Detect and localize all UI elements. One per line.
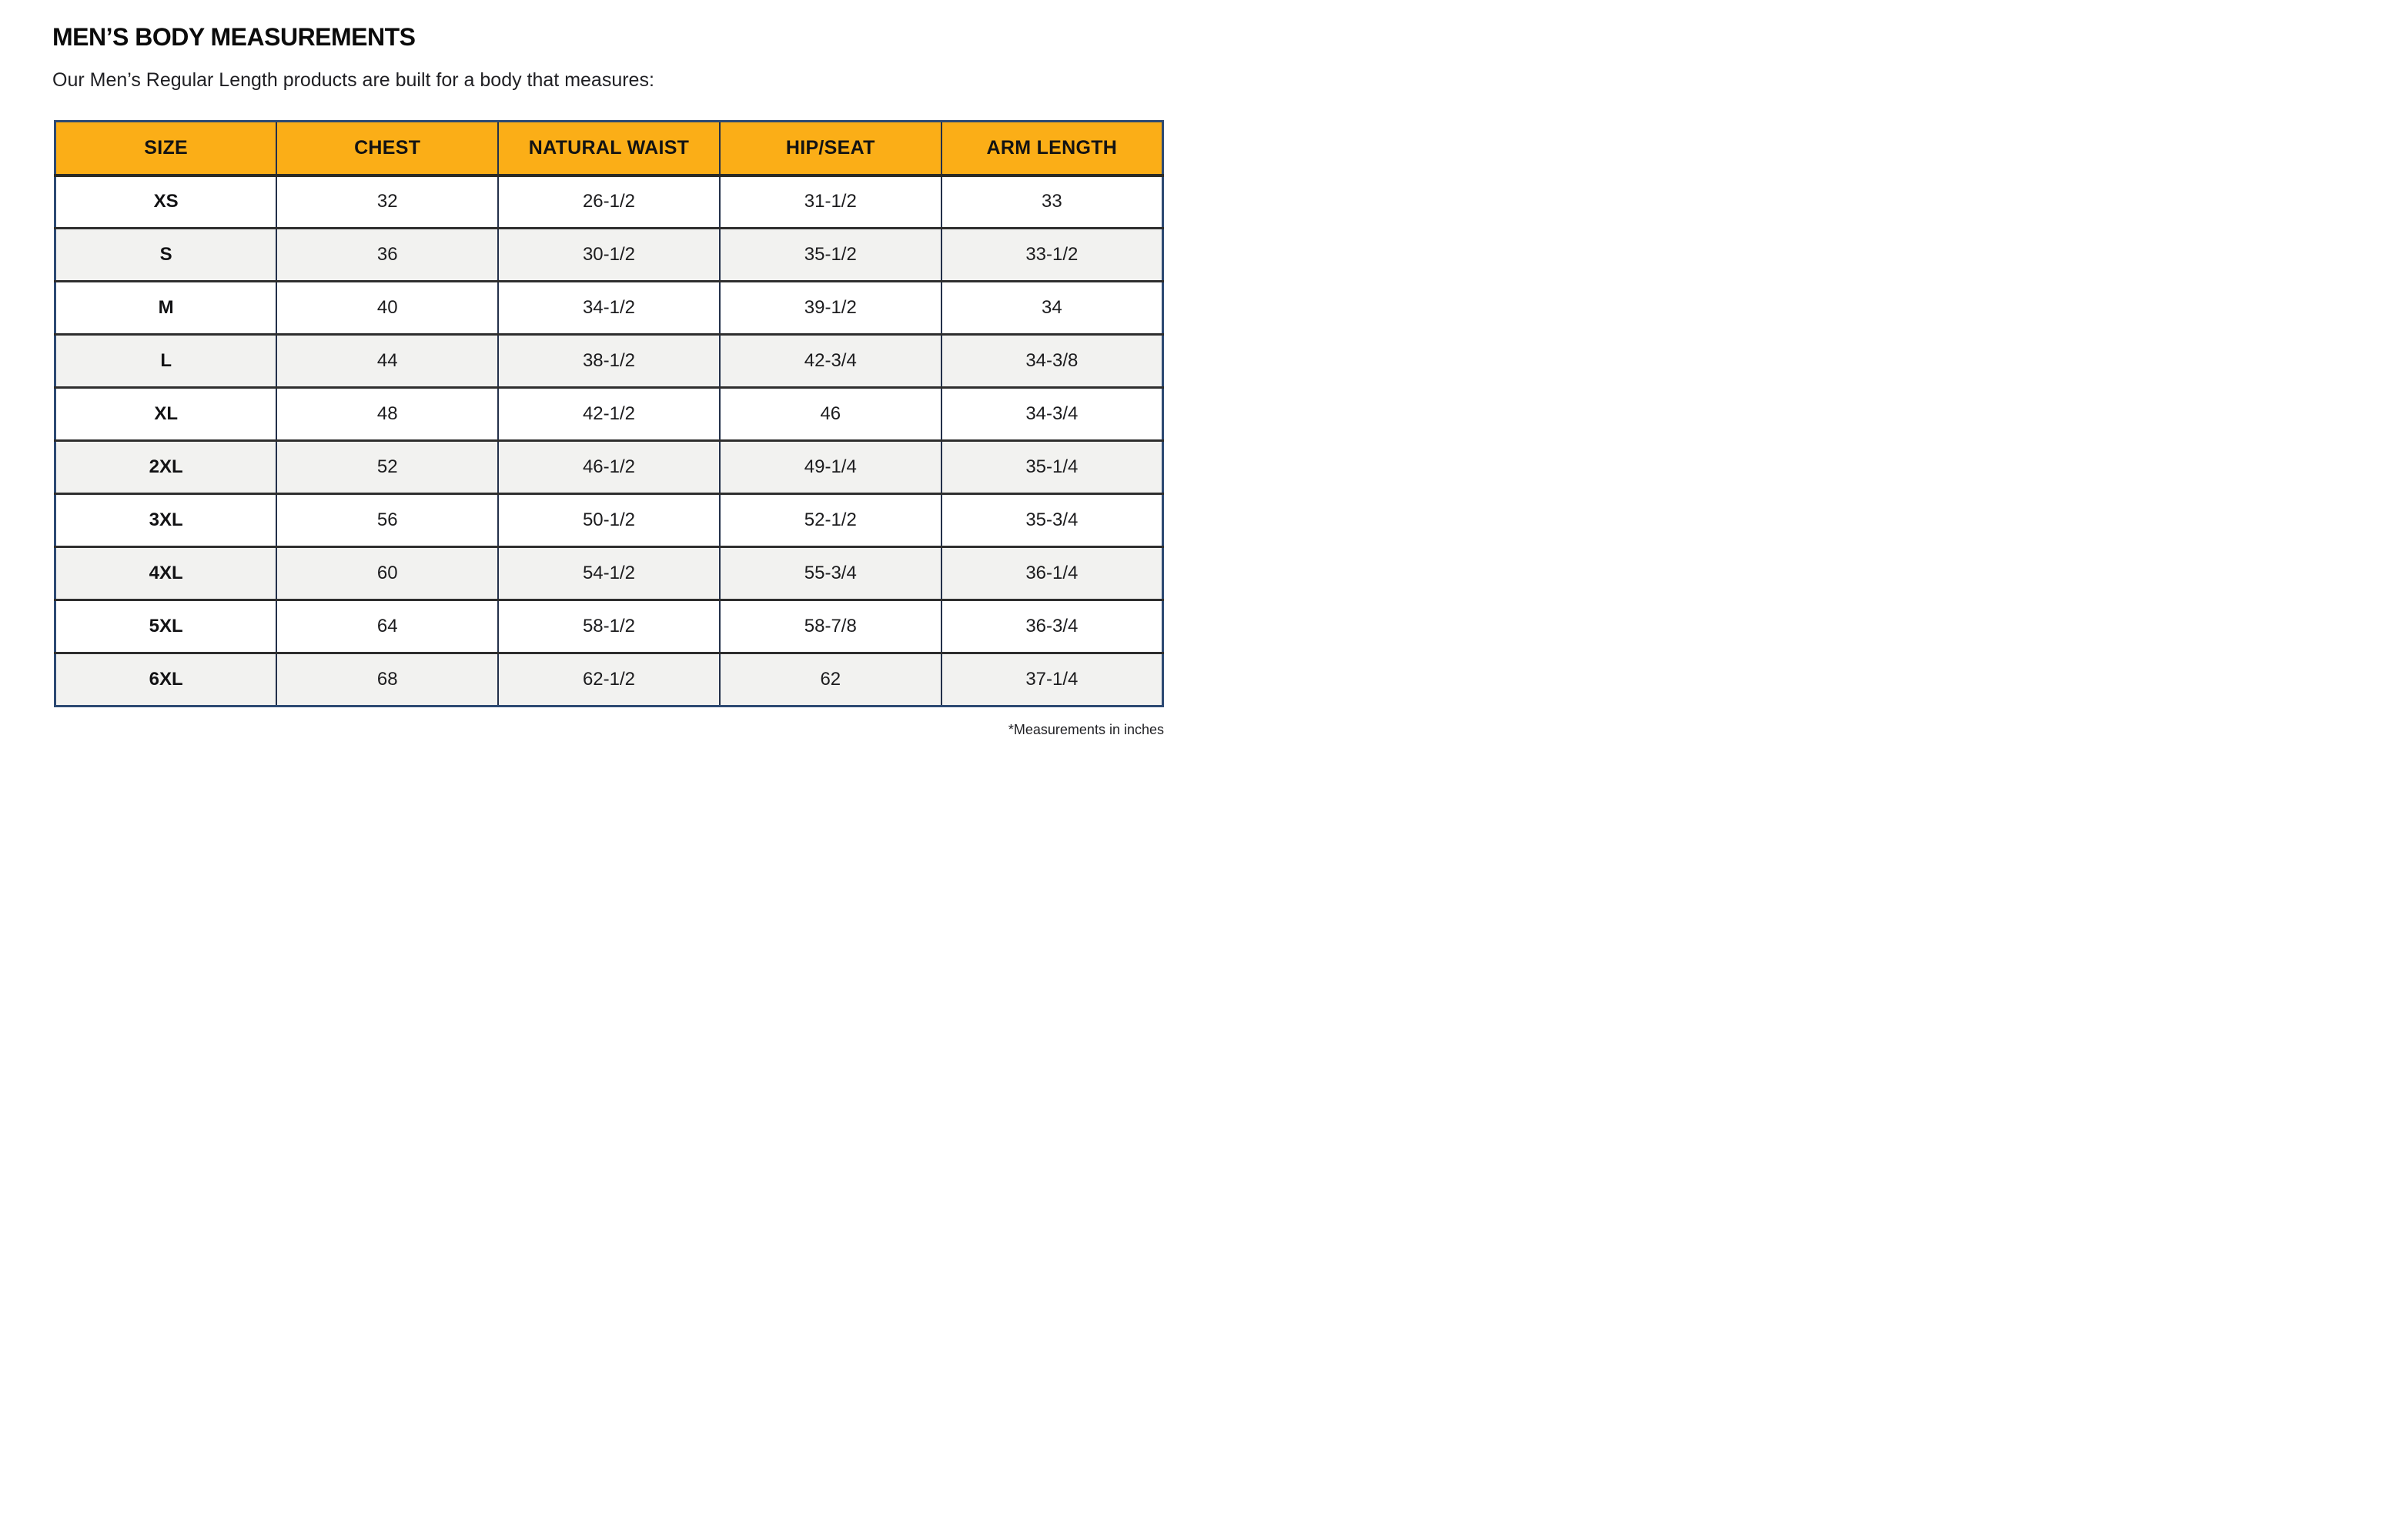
arm-length-value: 33-1/2 <box>940 227 1163 282</box>
table-row-5xl: 5XL 64 58-1/2 58-7/8 36-3/4 <box>55 599 1163 653</box>
hip-seat-value: 49-1/4 <box>718 439 941 494</box>
chest-value: 48 <box>276 386 499 441</box>
table-row-4xl: 4XL 60 54-1/2 55-3/4 36-1/4 <box>55 546 1163 600</box>
column-header-natural-waist: NATURAL WAIST <box>497 121 720 177</box>
column-header-size: SIZE <box>55 121 277 177</box>
natural-waist-value: 50-1/2 <box>497 493 720 547</box>
chest-value: 64 <box>276 599 499 653</box>
arm-length-value: 34-3/4 <box>940 386 1163 441</box>
hip-seat-value: 52-1/2 <box>718 493 941 547</box>
chest-value: 32 <box>276 175 499 229</box>
arm-length-value: 33 <box>940 175 1163 229</box>
arm-length-value: 35-3/4 <box>940 493 1163 547</box>
table-row-xs: XS 32 26-1/2 31-1/2 33 <box>55 175 1163 229</box>
natural-waist-value: 38-1/2 <box>497 333 720 388</box>
table-row-xl: XL 48 42-1/2 46 34-3/4 <box>55 386 1163 441</box>
measurements-table: SIZE CHEST NATURAL WAIST HIP/SEAT ARM LE… <box>54 120 1164 707</box>
chest-value: 68 <box>276 652 499 707</box>
size-label: XL <box>55 386 277 441</box>
chest-value: 60 <box>276 546 499 600</box>
hip-seat-value: 35-1/2 <box>718 227 941 282</box>
size-chart-page: MEN’S BODY MEASUREMENTS Our Men’s Regula… <box>0 0 1204 765</box>
table-row-2xl: 2XL 52 46-1/2 49-1/4 35-1/4 <box>55 439 1163 494</box>
table-row-l: L 44 38-1/2 42-3/4 34-3/8 <box>55 333 1163 388</box>
hip-seat-value: 39-1/2 <box>718 280 941 335</box>
hip-seat-value: 55-3/4 <box>718 546 941 600</box>
natural-waist-value: 30-1/2 <box>497 227 720 282</box>
chest-value: 52 <box>276 439 499 494</box>
size-label: M <box>55 280 277 335</box>
size-label: S <box>55 227 277 282</box>
column-header-chest: CHEST <box>276 121 499 177</box>
arm-length-value: 37-1/4 <box>940 652 1163 707</box>
natural-waist-value: 54-1/2 <box>497 546 720 600</box>
table-header: SIZE CHEST NATURAL WAIST HIP/SEAT ARM LE… <box>55 121 1163 177</box>
column-header-arm-length: ARM LENGTH <box>940 121 1163 177</box>
size-label: 2XL <box>55 439 277 494</box>
hip-seat-value: 58-7/8 <box>718 599 941 653</box>
natural-waist-value: 42-1/2 <box>497 386 720 441</box>
natural-waist-value: 46-1/2 <box>497 439 720 494</box>
natural-waist-value: 62-1/2 <box>497 652 720 707</box>
size-label: 3XL <box>55 493 277 547</box>
chest-value: 36 <box>276 227 499 282</box>
natural-waist-value: 26-1/2 <box>497 175 720 229</box>
measurements-footnote: *Measurements in inches <box>1008 722 1164 737</box>
size-label: L <box>55 333 277 388</box>
natural-waist-value: 34-1/2 <box>497 280 720 335</box>
table-header-row: SIZE CHEST NATURAL WAIST HIP/SEAT ARM LE… <box>55 121 1163 177</box>
hip-seat-value: 62 <box>718 652 941 707</box>
size-label: XS <box>55 175 277 229</box>
chest-value: 44 <box>276 333 499 388</box>
chest-value: 56 <box>276 493 499 547</box>
size-label: 6XL <box>55 652 277 707</box>
size-label: 5XL <box>55 599 277 653</box>
column-header-hip-seat: HIP/SEAT <box>718 121 941 177</box>
table-row-3xl: 3XL 56 50-1/2 52-1/2 35-3/4 <box>55 493 1163 547</box>
size-label: 4XL <box>55 546 277 600</box>
arm-length-value: 36-3/4 <box>940 599 1163 653</box>
arm-length-value: 35-1/4 <box>940 439 1163 494</box>
arm-length-value: 34 <box>940 280 1163 335</box>
hip-seat-value: 42-3/4 <box>718 333 941 388</box>
table-row-m: M 40 34-1/2 39-1/2 34 <box>55 280 1163 335</box>
page-title: MEN’S BODY MEASUREMENTS <box>52 23 416 51</box>
natural-waist-value: 58-1/2 <box>497 599 720 653</box>
table-row-s: S 36 30-1/2 35-1/2 33-1/2 <box>55 227 1163 282</box>
arm-length-value: 34-3/8 <box>940 333 1163 388</box>
table-body: XS 32 26-1/2 31-1/2 33 S 36 30-1/2 35-1/… <box>55 175 1163 707</box>
chest-value: 40 <box>276 280 499 335</box>
arm-length-value: 36-1/4 <box>940 546 1163 600</box>
hip-seat-value: 46 <box>718 386 941 441</box>
hip-seat-value: 31-1/2 <box>718 175 941 229</box>
page-subtitle: Our Men’s Regular Length products are bu… <box>52 69 654 91</box>
table-row-6xl: 6XL 68 62-1/2 62 37-1/4 <box>55 652 1163 707</box>
